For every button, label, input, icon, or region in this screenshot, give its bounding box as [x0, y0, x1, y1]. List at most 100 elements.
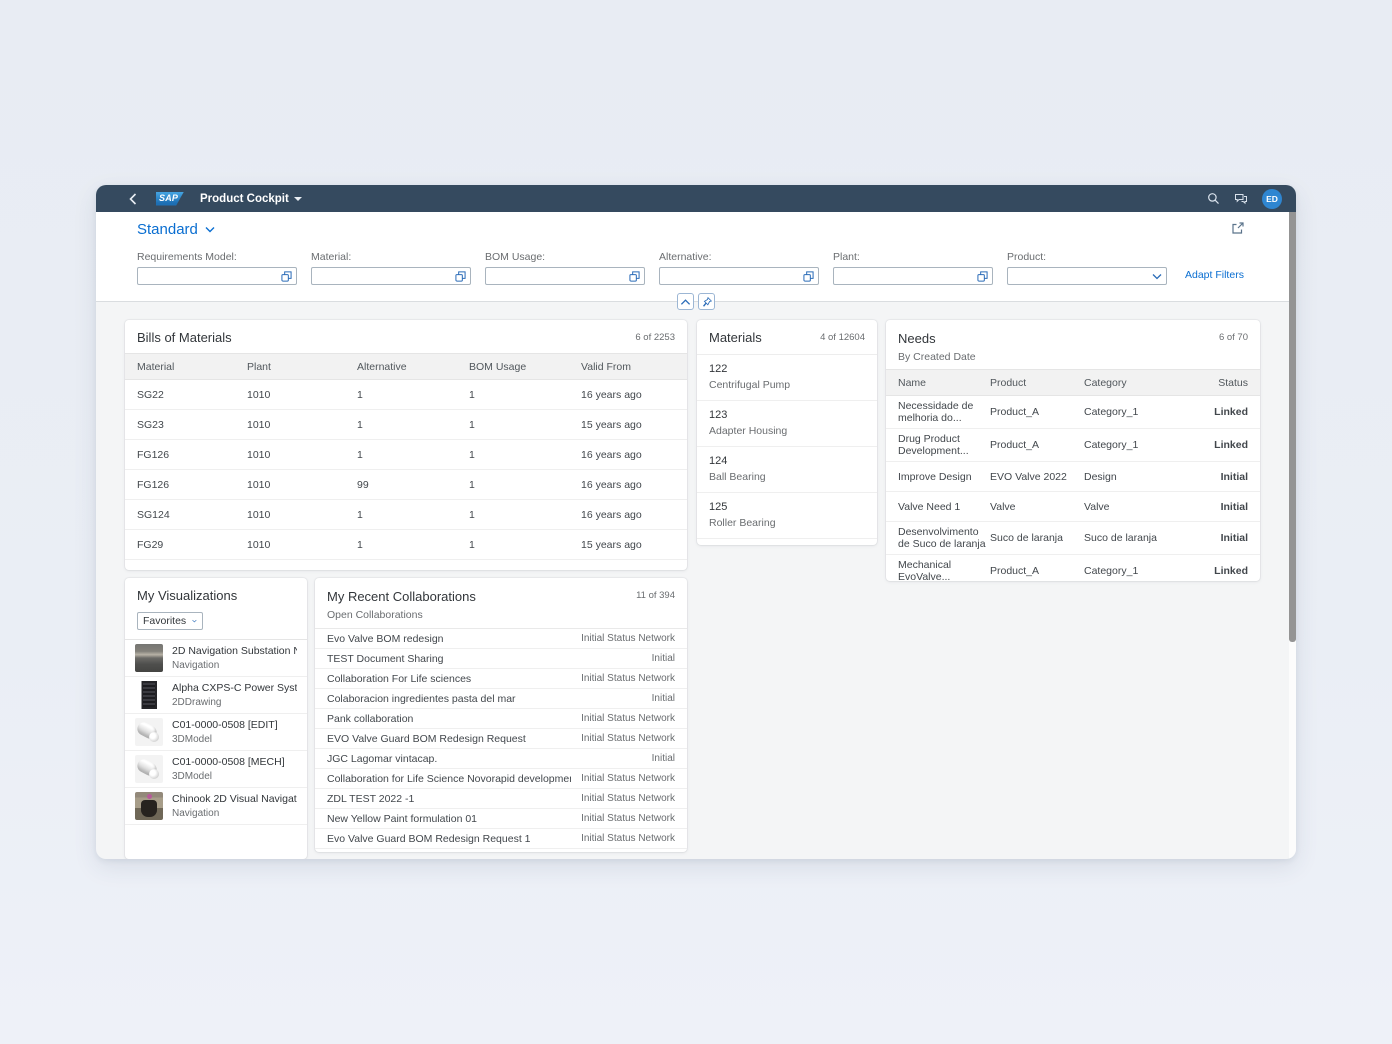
list-item[interactable]: Colaboracion ingredientes pasta del mar … [315, 689, 687, 709]
material-id: 124 [709, 455, 728, 467]
visualization-type: 3DModel [172, 771, 213, 782]
value-help-icon[interactable] [629, 270, 640, 282]
adapt-filters-link[interactable]: Adapt Filters [1185, 269, 1244, 281]
share-button[interactable] [1231, 221, 1245, 235]
collaboration-status: Initial Status Network [581, 813, 675, 824]
collaboration-name: Colaboracion ingredientes pasta del mar [327, 692, 516, 705]
table-row[interactable]: Mechanical EvoValve... Product_A Categor… [886, 555, 1260, 581]
list-item[interactable]: EVO Valve Guard BOM Redesign Request Ini… [315, 729, 687, 749]
list-item[interactable]: Collaboration for Life Science Novorapid… [315, 769, 687, 789]
cell-bom-usage: 1 [469, 508, 475, 521]
table-row[interactable]: Improve Design EVO Valve 2022 Design Ini… [886, 462, 1260, 492]
table-row[interactable]: Drug Product Development... Product_A Ca… [886, 429, 1260, 462]
table-row[interactable]: SG22 1010 1 1 16 years ago [125, 380, 687, 410]
app-title: Product Cockpit [200, 192, 289, 205]
cell-bom-usage: 1 [469, 478, 475, 491]
visualization-thumbnail [135, 681, 163, 709]
visualization-type: 3DModel [172, 734, 213, 745]
card-subtitle: By Created Date [898, 351, 976, 363]
cell-name: Improve Design [898, 470, 972, 483]
sap-logo[interactable]: SAP [156, 191, 184, 206]
table-row[interactable]: FG126 1010 1 1 16 years ago [125, 440, 687, 470]
notifications-button[interactable] [1234, 192, 1248, 205]
material-name: Ball Bearing [709, 471, 766, 483]
table-row[interactable]: FG126 1010 99 1 16 years ago [125, 470, 687, 500]
list-item[interactable]: Pank collaboration Initial Status Networ… [315, 709, 687, 729]
favorites-select[interactable]: Favorites [137, 612, 203, 630]
table-row[interactable]: SG124 1010 1 1 16 years ago [125, 500, 687, 530]
variant-selector[interactable]: Standard [137, 221, 215, 238]
card-count: 6 of 70 [1218, 332, 1248, 343]
collaborations-list: Evo Valve BOM redesign Initial Status Ne… [315, 628, 687, 849]
collaboration-name: Collaboration For Life sciences [327, 672, 472, 685]
column-header: Product [990, 376, 1027, 389]
list-item[interactable]: TEST Document Sharing Initial [315, 649, 687, 669]
cell-product: Product_A [990, 406, 1040, 418]
bom-usage-input[interactable] [485, 267, 645, 285]
list-item[interactable]: JGC Lagomar vintacap. Initial [315, 749, 687, 769]
list-item[interactable]: C01-0000-0508 [MECH] 3DModel [125, 751, 307, 788]
table-row[interactable]: FG29 1010 1 1 15 years ago [125, 530, 687, 560]
list-item[interactable]: Chinook 2D Visual Navigation Navigation [125, 788, 307, 825]
cell-product: Suco de laranja [990, 532, 1063, 544]
column-header: Status [1218, 376, 1248, 389]
list-item[interactable]: Evo Valve Guard BOM Redesign Request 1 I… [315, 829, 687, 849]
requirements-model-input[interactable] [137, 267, 297, 285]
cell-material: FG29 [137, 538, 164, 551]
list-item[interactable]: 2D Navigation Substation N0... Navigatio… [125, 640, 307, 677]
value-help-icon[interactable] [455, 270, 466, 282]
card-title: Materials [709, 330, 762, 345]
collapse-filter-bar-button[interactable] [677, 293, 694, 310]
bom-table-body: SG22 1010 1 1 16 years ago SG23 1010 1 1 [125, 380, 687, 560]
visualizations-list: 2D Navigation Substation N0... Navigatio… [125, 640, 307, 825]
cell-valid-from: 16 years ago [581, 508, 642, 521]
app-title-menu[interactable]: Product Cockpit [200, 193, 302, 205]
list-item[interactable]: 122 Centrifugal Pump [697, 355, 877, 401]
value-help-icon[interactable] [803, 270, 814, 282]
table-row[interactable]: Desenvolvimento de Suco de laranja Suco … [886, 522, 1260, 555]
divider [125, 639, 307, 640]
list-item[interactable]: 125 Roller Bearing [697, 493, 877, 539]
table-row[interactable]: SG23 1010 1 1 15 years ago [125, 410, 687, 440]
product-select[interactable] [1007, 267, 1167, 285]
list-item[interactable]: Collaboration For Life sciences Initial … [315, 669, 687, 689]
collaboration-status: Initial [651, 693, 675, 704]
material-input[interactable] [311, 267, 471, 285]
search-button[interactable] [1207, 192, 1220, 205]
table-row[interactable]: Valve Need 1 Valve Valve Initial [886, 492, 1260, 522]
list-item[interactable]: 123 Adapter Housing [697, 401, 877, 447]
plant-input[interactable] [833, 267, 993, 285]
chevron-down-icon [1152, 273, 1162, 279]
list-item[interactable]: New Yellow Paint formulation 01 Initial … [315, 809, 687, 829]
materials-list: 122 Centrifugal Pump 123 Adapter Housing… [697, 355, 877, 539]
visualization-type: Navigation [172, 808, 220, 819]
list-item[interactable]: 124 Ball Bearing [697, 447, 877, 493]
card-title: My Visualizations [137, 588, 238, 603]
column-header: Plant [247, 360, 271, 373]
scrollbar-thumb[interactable] [1289, 212, 1296, 642]
cell-alternative: 1 [357, 538, 363, 551]
alternative-input[interactable] [659, 267, 819, 285]
needs-card: Needs By Created Date 6 of 70 Name Produ… [886, 320, 1260, 581]
collaboration-status: Initial Status Network [581, 773, 675, 784]
value-help-icon[interactable] [977, 270, 988, 282]
collaboration-status: Initial Status Network [581, 713, 675, 724]
list-item[interactable]: C01-0000-0508 [EDIT] 3DModel [125, 714, 307, 751]
list-item[interactable]: ZDL TEST 2022 -1 Initial Status Network [315, 789, 687, 809]
cell-material: SG22 [137, 388, 164, 401]
list-item[interactable]: Alpha CXPS-C Power System... 2DDrawing [125, 677, 307, 714]
filter-product: Product: [1007, 251, 1167, 285]
collaboration-status: Initial Status Network [581, 733, 675, 744]
cell-plant: 1010 [247, 448, 271, 461]
pin-filter-bar-button[interactable] [698, 293, 715, 310]
filters-row: Requirements Model: Material: BOM Usage: [137, 251, 1245, 285]
cell-category: Category_1 [1084, 406, 1139, 418]
collaboration-status: Initial Status Network [581, 673, 675, 684]
cell-product: EVO Valve 2022 [990, 470, 1067, 483]
back-button[interactable] [124, 190, 142, 208]
cell-plant: 1010 [247, 538, 271, 551]
table-row[interactable]: Necessidade de melhoria do... Product_A … [886, 396, 1260, 429]
value-help-icon[interactable] [281, 270, 292, 282]
avatar[interactable]: ED [1262, 188, 1282, 209]
list-item[interactable]: Evo Valve BOM redesign Initial Status Ne… [315, 629, 687, 649]
